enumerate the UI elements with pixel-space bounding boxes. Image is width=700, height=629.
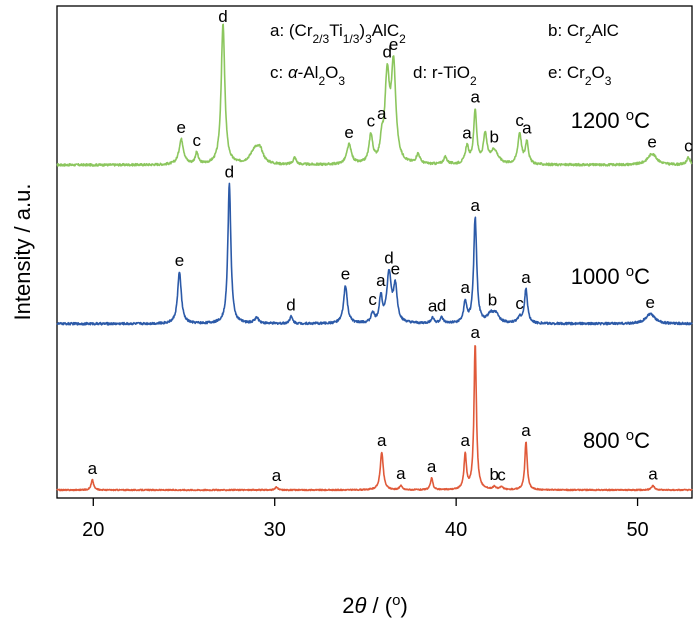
peak-label: e [391,260,400,279]
x-tick-label: 30 [264,519,286,541]
peak-label: c [497,465,506,484]
peak-label: e [389,35,398,54]
peak-label: a [272,466,282,485]
peak-label: a [396,464,406,483]
x-tick-label: 40 [445,519,467,541]
legend-entry-e: e: Cr2O3 [548,63,612,88]
peak-label: d [382,43,391,62]
peak-label: c [515,111,524,130]
peak-label: e [646,293,655,312]
peak-label: a [460,278,470,297]
peak-label: d [218,7,227,26]
series-traces [56,23,693,492]
x-axis-ticks: 20 30 40 50 [82,498,649,541]
peak-label: a [522,119,532,138]
peak-label: a [470,323,480,342]
series-line [56,182,693,326]
series-temperature-label: 1200 oC [571,107,650,134]
series-line [56,345,693,492]
peak-label: e [344,123,353,142]
peak-label: b [490,465,499,484]
legend-entry-b: b: Cr2AlC [548,21,619,46]
peak-label: e [647,133,656,152]
y-axis-title: Intensity / a.u. [10,184,35,321]
peak-label: a [470,87,480,106]
peak-label: a [648,465,658,484]
peak-label: d [384,249,393,268]
peak-label: b [488,290,497,309]
peak-label: b [490,127,499,146]
legend: a: (Cr2/3Ti1/3)3AlC2 b: Cr2AlC c: α-Al2O3 d… [270,21,619,88]
peak-label: c [515,294,524,313]
peak-label: d [286,296,295,315]
peak-label: d [225,163,234,182]
peak-label: a [377,104,387,123]
x-tick-label: 20 [82,519,104,541]
x-tick-label: 50 [626,519,648,541]
peak-label: a [470,196,480,215]
peak-label: a [428,296,438,315]
legend-entry-a: a: (Cr2/3Ti1/3)3AlC2 [270,21,406,46]
series-name-labels: 1200 oC 1000 oC 800 oC [571,107,650,454]
series-temperature-label: 1000 oC [571,263,650,290]
peak-label: a [521,421,531,440]
peak-label: a [427,457,437,476]
peak-label: a [88,459,98,478]
peak-label: a [521,268,531,287]
peak-label: c [192,131,201,150]
legend-entry-d: d: r-TiO2 [413,63,477,88]
x-axis-title: 2θ / (o) [342,592,408,619]
peak-label: c [684,137,693,156]
peak-label: c [367,111,376,130]
peak-label: e [177,118,186,137]
peak-label: a [462,124,472,143]
peak-label: c [368,290,377,309]
plot-frame [56,5,693,499]
peak-label: e [341,265,350,284]
peak-label: a [377,431,387,450]
legend-entry-c: c: α-Al2O3 [270,63,345,88]
series-temperature-label: 800 oC [583,427,650,454]
peak-label: d [437,296,446,315]
peak-label: a [460,431,470,450]
peak-label: e [175,251,184,270]
peak-label: a [376,271,386,290]
series-line [56,23,693,167]
